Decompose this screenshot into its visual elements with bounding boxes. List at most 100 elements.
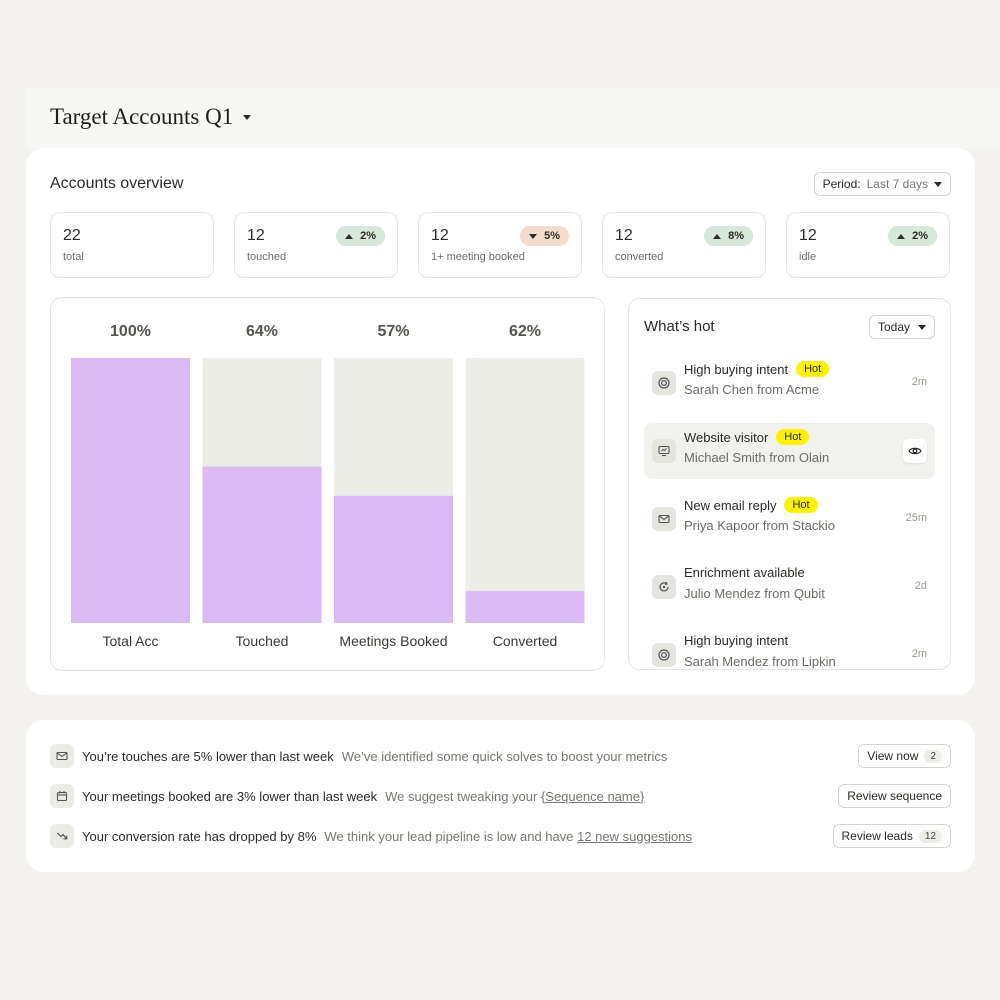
target-icon bbox=[652, 643, 676, 667]
change-value: 2% bbox=[912, 230, 928, 242]
stat-label: converted bbox=[615, 251, 664, 263]
insight-description: We think your lead pipeline is low and h… bbox=[324, 829, 692, 844]
chevron-down-icon bbox=[243, 114, 252, 120]
stat-card-touched: 12 touched 2% bbox=[234, 212, 398, 278]
count-badge: 2 bbox=[924, 749, 942, 763]
hot-item-title: Enrichment available bbox=[684, 565, 805, 580]
hot-item-subtitle: Julio Mendez from Qubit bbox=[684, 586, 825, 601]
today-select-value: Today bbox=[877, 320, 910, 334]
stat-card-idle: 12 idle 2% bbox=[786, 212, 950, 278]
insight-title: You’re touches are 5% lower than last we… bbox=[82, 748, 334, 764]
arrow-up-icon bbox=[345, 233, 354, 239]
page-title-dropdown[interactable]: Target Accounts Q1 bbox=[50, 104, 252, 130]
hot-item-title: High buying intent bbox=[684, 361, 789, 377]
bar-category-label: Total Acc bbox=[102, 633, 158, 649]
mail-icon bbox=[50, 744, 74, 768]
funnel-chart: 100% Total Acc 64% Touched 57% Meetings Booke… bbox=[50, 297, 605, 671]
hot-item-subtitle: Sarah Chen from Acme bbox=[684, 382, 820, 397]
sequence-name-link[interactable]: {Sequence name} bbox=[540, 788, 645, 804]
arrow-down-icon bbox=[529, 233, 538, 239]
change-value: 8% bbox=[728, 230, 744, 242]
accounts-overview-card: Accounts overview Period: Last 7 days 22… bbox=[26, 148, 975, 695]
hot-item[interactable]: New email reply Hot Priya Kapoor from St… bbox=[644, 491, 935, 547]
period-label: Period: bbox=[822, 177, 861, 191]
hot-item-title: Website visitor bbox=[684, 429, 769, 445]
section-title: Accounts overview bbox=[50, 175, 184, 192]
today-select[interactable]: Today bbox=[868, 315, 935, 339]
stat-label: 1+ meeting booked bbox=[431, 251, 525, 263]
insight-row: Your conversion rate has dropped by 8% W… bbox=[50, 824, 951, 848]
button-label: Review sequence bbox=[847, 789, 942, 803]
insight-description: We suggest tweaking your {Sequence name} bbox=[385, 789, 644, 804]
hot-item-time: 25m bbox=[905, 512, 927, 524]
hot-item-subtitle: Sarah Mendez from Lipkin bbox=[684, 654, 836, 669]
bar-fill bbox=[334, 495, 453, 623]
bar-value-label: 57% bbox=[377, 323, 409, 340]
hot-list: High buying intent Hot Sarah Chen from A… bbox=[644, 355, 935, 669]
hot-item[interactable]: High buying intent Sarah Mendez from Lip… bbox=[644, 627, 935, 669]
stat-label: touched bbox=[247, 251, 287, 263]
bar-fill bbox=[465, 591, 585, 623]
hot-item-title: High buying intent bbox=[684, 633, 789, 648]
period-select[interactable]: Period: Last 7 days bbox=[813, 172, 951, 196]
insight-description: We’ve identified some quick solves to bo… bbox=[341, 748, 668, 764]
bar-category-label: Meetings Booked bbox=[339, 633, 447, 649]
hot-badge: Hot bbox=[784, 497, 818, 513]
bar-fill bbox=[202, 466, 322, 623]
insights-card: You’re touches are 5% lower than last we… bbox=[26, 720, 975, 872]
insight-row: Your meetings booked are 3% lower than l… bbox=[50, 784, 951, 808]
hot-item-time: 2d bbox=[914, 580, 927, 592]
bar-value-label: 100% bbox=[110, 323, 151, 340]
view-now-button[interactable]: View now 2 bbox=[858, 744, 951, 768]
hot-item[interactable]: Enrichment available Julio Mendez from Q… bbox=[644, 559, 935, 615]
eye-icon bbox=[908, 447, 922, 455]
whats-hot-title: What’s hot bbox=[644, 318, 715, 335]
hot-item-title: New email reply bbox=[684, 497, 777, 513]
insight-row: You’re touches are 5% lower than last we… bbox=[50, 744, 951, 768]
hot-badge: Hot bbox=[776, 429, 810, 445]
refresh-icon bbox=[652, 575, 676, 599]
insight-title: Your meetings booked are 3% lower than l… bbox=[82, 788, 378, 804]
hot-item-subtitle: Priya Kapoor from Stackio bbox=[684, 518, 836, 533]
review-leads-button[interactable]: Review leads 12 bbox=[832, 824, 951, 848]
page-title: Target Accounts Q1 bbox=[50, 104, 234, 129]
header-bar bbox=[26, 88, 1000, 148]
change-badge: 5% bbox=[520, 226, 569, 246]
bar-category-label: Converted bbox=[493, 633, 558, 649]
stat-value: 22 bbox=[63, 227, 81, 244]
view-button[interactable] bbox=[903, 439, 927, 463]
bar-value-label: 62% bbox=[509, 323, 541, 340]
bar-track bbox=[465, 358, 585, 623]
stat-value: 12 bbox=[247, 227, 265, 244]
bar-value-label: 64% bbox=[246, 323, 278, 340]
period-value: Last 7 days bbox=[866, 177, 928, 191]
stat-label: total bbox=[63, 251, 84, 263]
stat-label: idle bbox=[799, 251, 817, 263]
stat-value: 12 bbox=[615, 227, 633, 244]
monitor-icon bbox=[652, 439, 676, 463]
funnel-chart-svg: 100% Total Acc 64% Touched 57% Meetings Booke… bbox=[71, 323, 585, 649]
suggestions-link[interactable]: 12 new suggestions bbox=[577, 828, 693, 844]
hot-item-subtitle: Michael Smith from Olain bbox=[684, 450, 830, 465]
bar-fill bbox=[71, 358, 190, 623]
insight-title: Your conversion rate has dropped by 8% bbox=[82, 828, 317, 844]
stat-card-total: 22 total bbox=[50, 212, 214, 278]
arrow-up-icon bbox=[897, 233, 906, 239]
stat-value: 12 bbox=[799, 227, 817, 244]
mail-icon bbox=[652, 507, 676, 531]
review-sequence-button[interactable]: Review sequence bbox=[838, 784, 951, 808]
arrow-up-icon bbox=[713, 233, 722, 239]
change-badge: 2% bbox=[888, 226, 937, 246]
change-value: 5% bbox=[544, 230, 560, 242]
hot-item[interactable]: Website visitor Hot Michael Smith from O… bbox=[644, 423, 935, 479]
change-badge: 8% bbox=[704, 226, 753, 246]
stat-value: 12 bbox=[431, 227, 449, 244]
button-label: Review leads bbox=[841, 829, 913, 843]
target-icon bbox=[652, 371, 676, 395]
calendar-icon bbox=[50, 784, 74, 808]
button-label: View now bbox=[867, 749, 919, 763]
hot-item-time: 2m bbox=[911, 376, 927, 388]
hot-item[interactable]: High buying intent Hot Sarah Chen from A… bbox=[644, 355, 935, 411]
hot-badge: Hot bbox=[796, 361, 830, 377]
count-badge: 12 bbox=[918, 829, 942, 843]
